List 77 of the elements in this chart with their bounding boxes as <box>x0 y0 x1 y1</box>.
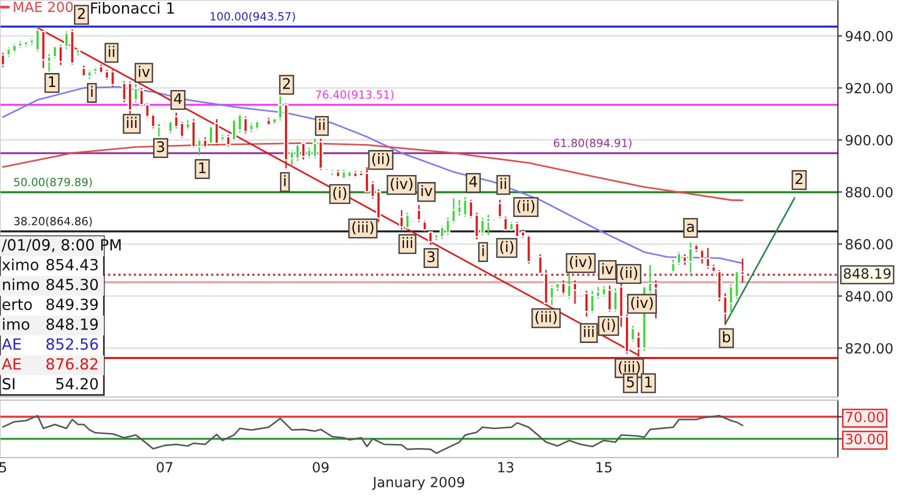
annotation: 848.19 <box>46 318 98 330</box>
annotation: iv <box>138 66 150 77</box>
ref-line-label: 76.40(913.51) <box>316 90 394 100</box>
annotation: 54.20 <box>56 378 98 390</box>
line-series <box>2 414 744 454</box>
annotation: nimo <box>3 278 39 290</box>
annotation: 849.39 <box>46 298 98 310</box>
annotation: i <box>482 245 484 256</box>
annotation: erto <box>2 299 32 310</box>
annotation: AE <box>2 358 21 370</box>
annotation: ximo <box>2 258 38 270</box>
annotation: iii <box>584 326 594 338</box>
annotation: 4 <box>469 176 478 187</box>
candlestick <box>422 220 428 234</box>
annotation: 4 <box>174 93 182 104</box>
annotation: (i) <box>602 318 615 332</box>
annotation: SI <box>2 378 14 390</box>
y-tick-label: 940.00 <box>846 30 893 42</box>
annotation: 845.30 <box>46 278 98 290</box>
annotation: (iv) <box>390 178 412 191</box>
annotation: b <box>723 331 730 342</box>
annotation: (ii) <box>372 152 390 166</box>
annotation: i <box>91 86 93 97</box>
annotation: 2 <box>283 78 290 89</box>
annotation: imo <box>3 318 30 330</box>
annotation: 854.43 <box>46 258 98 270</box>
ref-line-label: 50.00(879.89) <box>14 178 92 188</box>
legend-label: MAE 200 <box>14 2 73 12</box>
annotation: (iii) <box>618 361 640 374</box>
annotation: (iv) <box>570 256 592 269</box>
annotation: ii <box>108 46 114 57</box>
ref-line-label: 61.80(894.91) <box>554 138 632 148</box>
y-tick-label: 820.00 <box>846 343 893 354</box>
x-tick-label: 13 <box>498 462 514 472</box>
ref-line-label: 100.00(943.57) <box>210 12 295 22</box>
annotation: ii <box>500 178 506 189</box>
annotation: 5 <box>626 376 634 388</box>
x-tick-label: 07 <box>156 462 172 472</box>
annotation: (iii) <box>536 311 557 324</box>
annotation: 1 <box>645 376 652 388</box>
annotation: 1 <box>199 162 206 174</box>
annotation: a <box>686 224 694 232</box>
x-tick-label: 09 <box>312 462 329 472</box>
x-tick-label: 15 <box>596 462 612 472</box>
y-tick-label: 840.00 <box>846 291 893 302</box>
annotation: 3 <box>428 251 435 262</box>
annotation: (ii) <box>620 266 638 280</box>
ref-line-label: 38.20(864.86) <box>14 216 92 227</box>
y-tick-label: 880.00 <box>846 186 893 198</box>
annotation: iii <box>402 236 412 248</box>
annotation: 2 <box>78 8 85 19</box>
annotation: iv <box>602 262 614 274</box>
annotation: 876.82 <box>46 358 98 370</box>
y-tick-label: 70.00 <box>846 412 884 422</box>
y-tick-label: 920.00 <box>846 82 893 94</box>
x-axis-title: January 2009 <box>372 476 464 490</box>
annotation: 852.56 <box>46 338 98 350</box>
annotation: AE <box>2 338 21 350</box>
ref-line-label: 848.19 <box>844 268 891 279</box>
annotation: (iii) <box>352 221 374 234</box>
annotation: iv <box>421 184 432 196</box>
annotation: Fibonacci 1 <box>91 2 174 14</box>
candlestick <box>497 199 502 219</box>
annotation: i <box>284 175 286 186</box>
annotation: 1 <box>48 76 56 88</box>
x-tick-label: 5 <box>0 462 6 472</box>
annotation: (i) <box>333 187 346 200</box>
annotation: 2 <box>796 173 802 184</box>
y-tick-label: 900.00 <box>846 134 893 146</box>
annotation: 3 <box>157 141 164 152</box>
annotation: (iv) <box>631 296 653 310</box>
annotation: iii <box>127 116 136 128</box>
y-tick-label: 860.00 <box>846 239 893 250</box>
annotation: (ii) <box>517 200 534 214</box>
y-tick-label: 30.00 <box>846 434 884 444</box>
annotation: (i) <box>500 240 514 254</box>
annotation: ii <box>319 118 325 130</box>
